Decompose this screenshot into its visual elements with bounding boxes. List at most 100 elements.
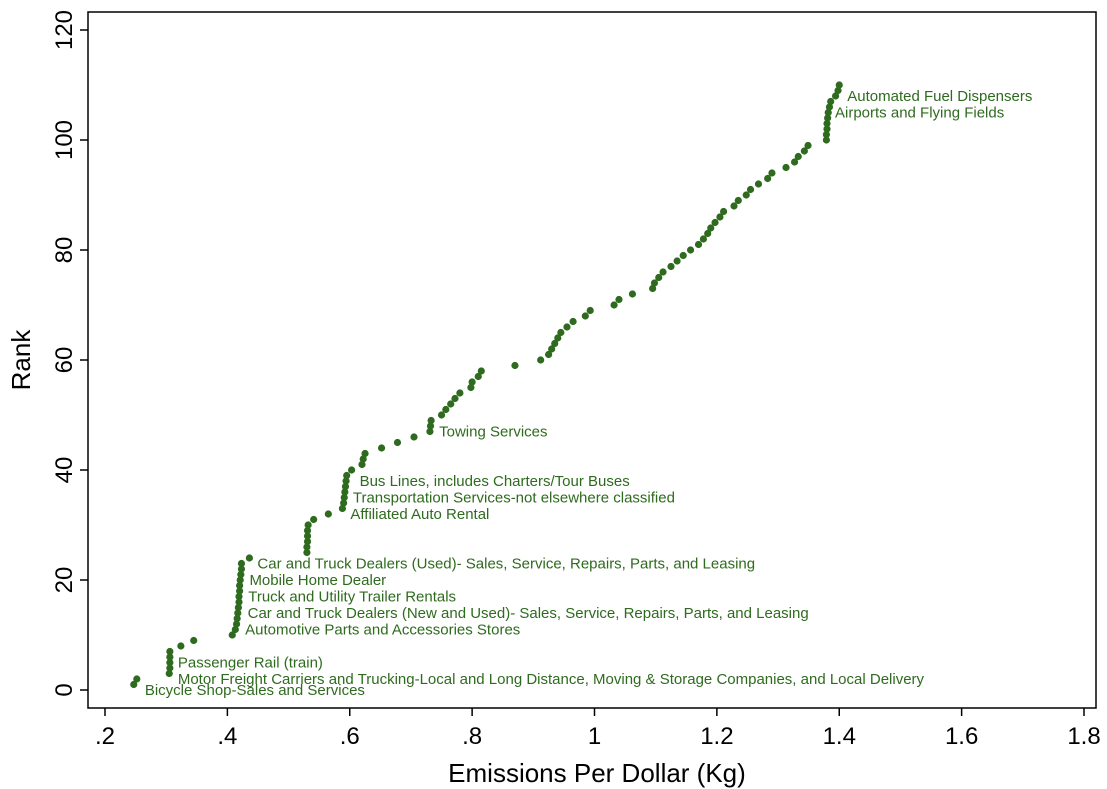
data-point — [782, 163, 790, 172]
x-tick-label: .6 — [340, 723, 360, 750]
data-point — [166, 653, 174, 661]
data-point — [711, 218, 719, 227]
data-point — [236, 576, 244, 584]
data-point — [426, 422, 435, 430]
data-point — [804, 141, 812, 150]
data-point — [659, 268, 667, 276]
data-point — [190, 636, 198, 645]
data-point — [340, 493, 348, 502]
data-point — [341, 488, 349, 496]
data-point — [790, 158, 799, 166]
data-point — [236, 581, 244, 590]
data-point — [468, 378, 476, 386]
data-point — [537, 356, 545, 364]
data-point — [359, 455, 367, 463]
y-tick-label: 0 — [51, 683, 78, 696]
y-tick-label: 20 — [51, 567, 78, 594]
data-point — [166, 658, 174, 667]
data-point — [716, 213, 724, 221]
data-point — [324, 510, 332, 518]
data-point — [694, 240, 703, 249]
data-point — [730, 202, 738, 210]
data-point — [548, 345, 556, 353]
data-point — [304, 521, 312, 529]
data-point — [456, 389, 464, 397]
data-point — [451, 394, 459, 403]
y-tick-label: 120 — [51, 10, 78, 50]
point-label: Passenger Rail (train) — [178, 655, 323, 672]
data-point — [442, 405, 450, 414]
data-point — [393, 438, 402, 447]
x-tick-label: .8 — [462, 723, 482, 750]
data-point — [474, 372, 482, 381]
y-axis: 0 20 40 60 80 100 120 — [51, 10, 88, 697]
data-point — [742, 191, 750, 199]
data-point — [177, 642, 185, 650]
data-point — [800, 147, 808, 155]
data-point — [823, 119, 831, 128]
x-tick-label: 1.2 — [700, 723, 733, 750]
point-label: Truck and Utility Trailer Rentals — [248, 589, 456, 606]
point-label: Towing Services — [439, 424, 547, 441]
data-point — [704, 229, 712, 238]
data-point — [827, 97, 835, 106]
point-label: Car and Truck Dealers (New and Used)- Sa… — [248, 605, 809, 622]
data-point — [437, 411, 446, 419]
point-label: Affiliated Auto Rental — [350, 506, 489, 523]
data-point — [236, 587, 244, 595]
data-point — [342, 477, 350, 485]
point-label: Motor Freight Carriers and Trucking-Loca… — [178, 671, 925, 688]
point-label: Bicycle Shop-Sales and Services — [145, 682, 365, 699]
data-point — [133, 675, 141, 683]
data-point — [303, 548, 311, 557]
data-point — [586, 306, 594, 315]
data-point — [427, 416, 435, 425]
y-tick-label: 60 — [51, 347, 78, 374]
data-point — [340, 499, 348, 507]
y-tick-label: 100 — [51, 120, 78, 160]
point-label: Automated Fuel Dispensers — [847, 88, 1032, 105]
data-point — [673, 257, 681, 265]
data-point — [628, 290, 637, 298]
data-point — [347, 466, 356, 474]
data-point — [237, 559, 246, 568]
x-tick-label: 1.6 — [945, 723, 978, 750]
data-point — [754, 180, 763, 188]
data-point — [343, 471, 351, 480]
data-point — [825, 103, 834, 111]
data-point — [822, 130, 831, 139]
data-point — [233, 614, 241, 623]
data-point — [511, 361, 519, 370]
data-point — [130, 680, 138, 689]
data-point — [166, 647, 174, 656]
data-point — [650, 279, 659, 287]
x-tick-label: 1 — [588, 723, 601, 750]
data-point — [426, 427, 434, 436]
data-point — [824, 108, 832, 117]
data-point — [563, 323, 571, 331]
data-point — [551, 339, 559, 348]
point-label: Airports and Flying Fields — [835, 105, 1004, 122]
data-point — [831, 92, 840, 100]
data-point — [237, 570, 245, 579]
data-point — [764, 174, 772, 183]
data-point — [358, 460, 366, 469]
data-point — [235, 592, 243, 601]
point-label: Bus Lines, includes Charters/Tour Buses — [360, 473, 630, 490]
data-point — [310, 515, 318, 524]
point-label: Car and Truck Dealers (Used)- Sales, Ser… — [257, 556, 755, 573]
data-point — [610, 301, 618, 309]
data-point — [234, 609, 242, 617]
y-tick-label: 80 — [51, 237, 78, 264]
x-tick-label: 1.4 — [823, 723, 856, 750]
data-point — [569, 317, 577, 326]
data-point — [231, 625, 239, 634]
data-point — [834, 86, 842, 95]
x-axis: .2 .4 .6 .8 1 1.2 1.4 1.6 1.8 — [95, 708, 1101, 750]
data-point — [234, 603, 242, 612]
data-point — [768, 169, 776, 177]
data-point — [557, 328, 565, 337]
data-point — [341, 482, 350, 491]
